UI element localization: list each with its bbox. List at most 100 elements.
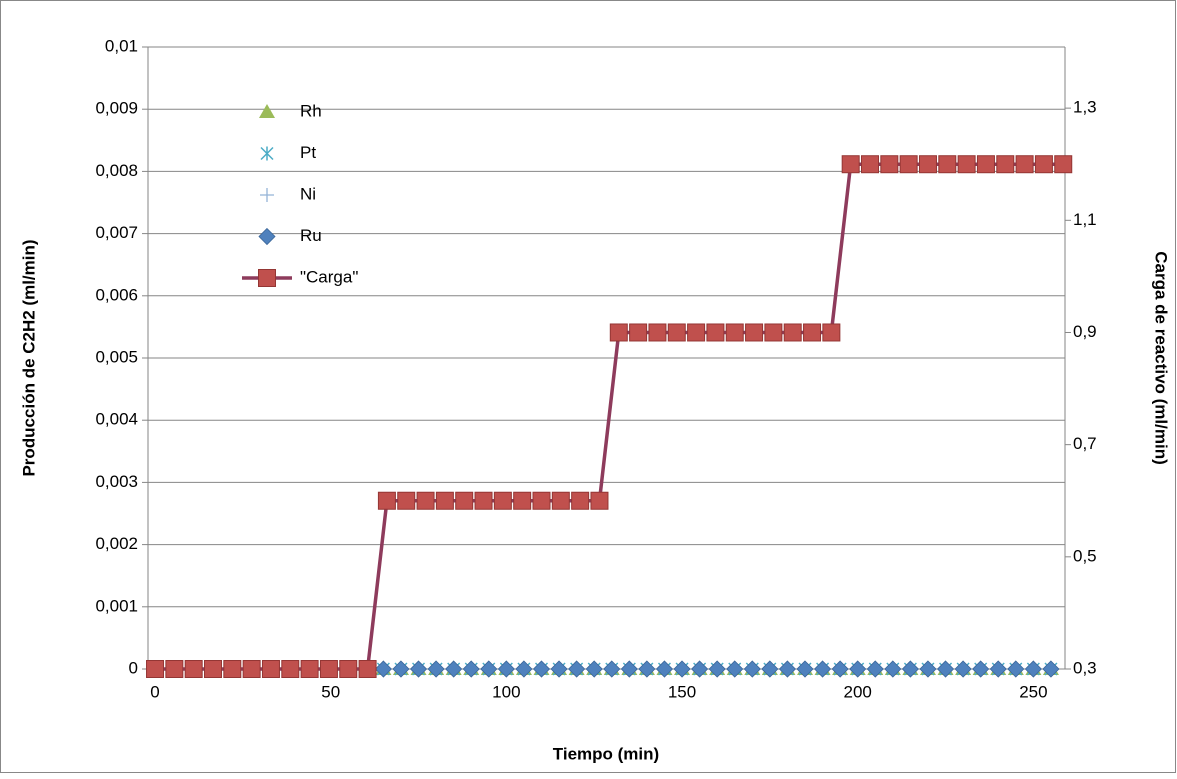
y-tick-label: 0,006 [95,285,138,304]
marker-square [918,155,937,174]
marker-diamond [954,660,972,678]
marker-square [996,155,1015,174]
marker-square [165,660,184,678]
marker-diamond [708,660,726,678]
marker-diamond [814,660,832,678]
marker-square [281,660,300,678]
marker-diamond [866,660,884,678]
x-tick-label: 100 [492,682,520,701]
marker-square [474,491,493,510]
marker-diamond [638,660,656,678]
marker-square [667,323,686,342]
x-tick-label: 50 [321,682,340,701]
marker-square [764,323,783,342]
marker-diamond [901,660,919,678]
marker-square [319,660,338,678]
x-tick-label: 150 [668,682,696,701]
marker-square [590,491,609,510]
marker-square [706,323,725,342]
y2-tick-label: 1,1 [1073,210,1097,229]
marker-diamond [691,660,709,678]
marker-diamond [796,660,814,678]
marker-square [455,491,474,510]
marker-square [1054,155,1073,174]
y-tick-label: 0 [129,658,138,677]
marker-square [648,323,667,342]
y-tick-label: 0,001 [95,596,138,615]
y-tick-label: 0,003 [95,472,138,491]
y2-tick-label: 1,3 [1073,98,1097,117]
marker-diamond [462,660,480,678]
y2-axis-title: Carga de reactivo (ml/min) [1152,251,1171,465]
marker-square [1034,155,1053,174]
y2-tick-label: 0,5 [1073,546,1097,565]
marker-square [976,155,995,174]
marker-diamond [515,660,533,678]
y-tick-label: 0,005 [95,347,138,366]
marker-square [803,323,822,342]
y-tick-label: 0,009 [95,99,138,118]
marker-diamond [620,660,638,678]
y-tick-label: 0,01 [105,36,138,55]
y-tick-label: 0,007 [95,223,138,242]
marker-diamond [849,660,867,678]
marker-diamond [585,660,603,678]
marker-diamond [409,660,428,678]
marker-diamond [392,660,410,678]
marker-square [880,155,899,174]
y2-tick-label: 0,9 [1073,322,1097,341]
marker-square [184,660,203,678]
marker-square [551,491,570,510]
legend-label: Rh [300,101,322,120]
marker-diamond [761,660,779,678]
marker-square [841,155,860,174]
marker-diamond [726,660,744,678]
marker-square [938,155,957,174]
marker-square [861,155,880,174]
y2-tick-label: 0,7 [1073,434,1097,453]
marker-diamond [427,660,445,678]
marker-square [629,323,648,342]
legend-label: "Carga" [300,267,358,286]
x-tick-label: 0 [150,682,159,701]
marker-square [416,491,435,510]
marker-diamond [497,660,515,678]
marker-square [571,491,590,510]
marker-diamond [884,660,902,678]
marker-diamond [445,660,463,678]
marker-diamond [532,660,551,678]
marker-square [687,323,706,342]
y-tick-label: 0,004 [95,410,138,429]
x-axis-title: Tiempo (min) [553,744,659,763]
x-tick-label: 200 [844,682,872,701]
marker-diamond [989,660,1007,678]
legend-marker [258,227,276,246]
marker-square [899,155,918,174]
y2-tick-label: 0,3 [1073,658,1097,677]
marker-square [532,491,551,510]
marker-square [493,491,512,510]
marker-diamond [374,660,392,678]
x-tick-label: 250 [1019,682,1047,701]
marker-square [513,491,532,510]
marker-square [957,155,976,174]
marker-square [745,323,764,342]
legend-label: Pt [300,143,316,162]
marker-diamond [550,660,568,678]
marker-diamond [568,660,586,678]
marker-square [397,491,416,510]
y-axis-title: Producción de C2H2 (ml/min) [19,239,38,476]
marker-diamond [972,660,990,678]
marker-diamond [1024,660,1042,678]
legend-label: Ru [300,226,322,245]
marker-square [261,660,280,678]
marker-diamond [778,660,797,678]
marker-diamond [673,660,691,678]
marker-diamond [1007,660,1025,678]
marker-square [822,323,841,342]
marker-square [783,323,802,342]
legend-marker [260,146,274,161]
